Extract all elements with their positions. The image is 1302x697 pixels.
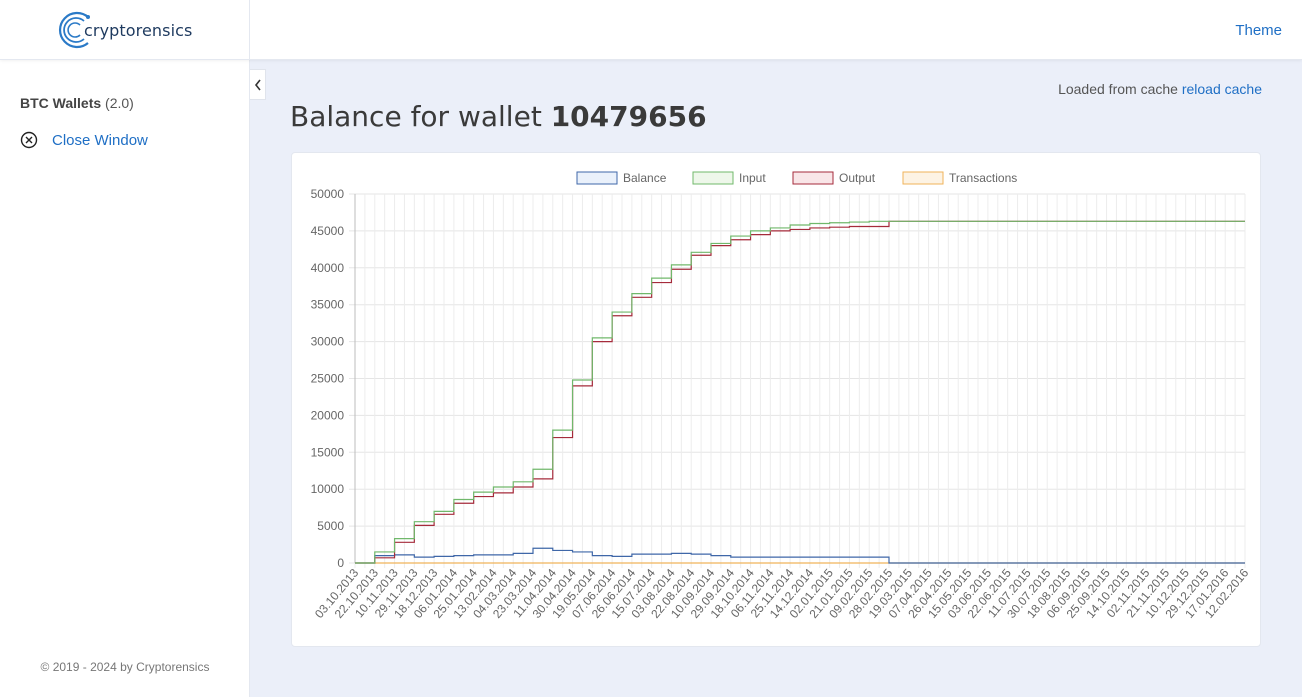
legend-swatch-balance xyxy=(576,171,618,185)
y-tick-label: 5000 xyxy=(317,519,344,533)
section-title-text: BTC Wallets xyxy=(20,95,102,111)
cache-text: Loaded from cache xyxy=(1058,81,1178,97)
theme-link[interactable]: Theme xyxy=(1235,22,1282,39)
y-tick-label: 35000 xyxy=(311,298,345,312)
sidebar-section-title: BTC Wallets (2.0) xyxy=(20,95,134,111)
legend-swatch-output xyxy=(792,171,834,185)
legend-label-balance: Balance xyxy=(623,171,667,185)
copyright-footer: © 2019 - 2024 by Cryptorensics xyxy=(40,660,210,674)
wallet-id: 10479656 xyxy=(550,100,707,133)
chart-card: 0 5000 10000 15000 20000 25000 30000 35000 40000… xyxy=(291,152,1261,647)
series-line-balance xyxy=(355,547,1245,564)
title-prefix: Balance for wallet xyxy=(290,100,542,133)
y-tick-label: 20000 xyxy=(311,408,345,422)
y-tick-label: 45000 xyxy=(311,224,345,238)
series-line-input xyxy=(355,220,1245,564)
top-bar: cryptorensics Theme xyxy=(0,0,1302,60)
chevron-left-icon xyxy=(254,79,261,90)
sidebar: BTC Wallets (2.0) Close Window © 2019 - … xyxy=(0,60,250,697)
y-tick-label: 10000 xyxy=(311,482,345,496)
close-window-label: Close Window xyxy=(52,131,148,149)
balance-chart: 0 5000 10000 15000 20000 25000 30000 35000 40000… xyxy=(311,171,1252,621)
close-window-button[interactable]: Close Window xyxy=(20,131,148,149)
y-tick-label: 0 xyxy=(337,556,344,570)
cache-status: Loaded from cache reload cache xyxy=(1058,81,1262,97)
y-tick-label: 50000 xyxy=(311,187,345,201)
legend-swatch-transactions xyxy=(902,171,944,185)
legend-swatch-input xyxy=(692,171,734,185)
section-version: (2.0) xyxy=(105,95,134,111)
legend-label-input: Input xyxy=(739,171,766,185)
legend-label-transactions: Transactions xyxy=(949,171,1017,185)
page-title: Balance for wallet 10479656 xyxy=(290,100,707,133)
sidebar-collapse-button[interactable] xyxy=(250,69,266,100)
y-tick-label: 15000 xyxy=(311,445,345,459)
circle-x-icon xyxy=(20,131,38,149)
logo-text: cryptorensics xyxy=(84,20,193,40)
legend-label-output: Output xyxy=(839,171,876,185)
y-tick-label: 30000 xyxy=(311,335,345,349)
y-tick-label: 40000 xyxy=(311,261,345,275)
reload-cache-link[interactable]: reload cache xyxy=(1181,81,1262,97)
logo-area: cryptorensics xyxy=(0,0,250,60)
logo[interactable]: cryptorensics xyxy=(54,9,193,51)
logo-icon xyxy=(59,11,90,49)
y-tick-label: 25000 xyxy=(311,372,345,386)
